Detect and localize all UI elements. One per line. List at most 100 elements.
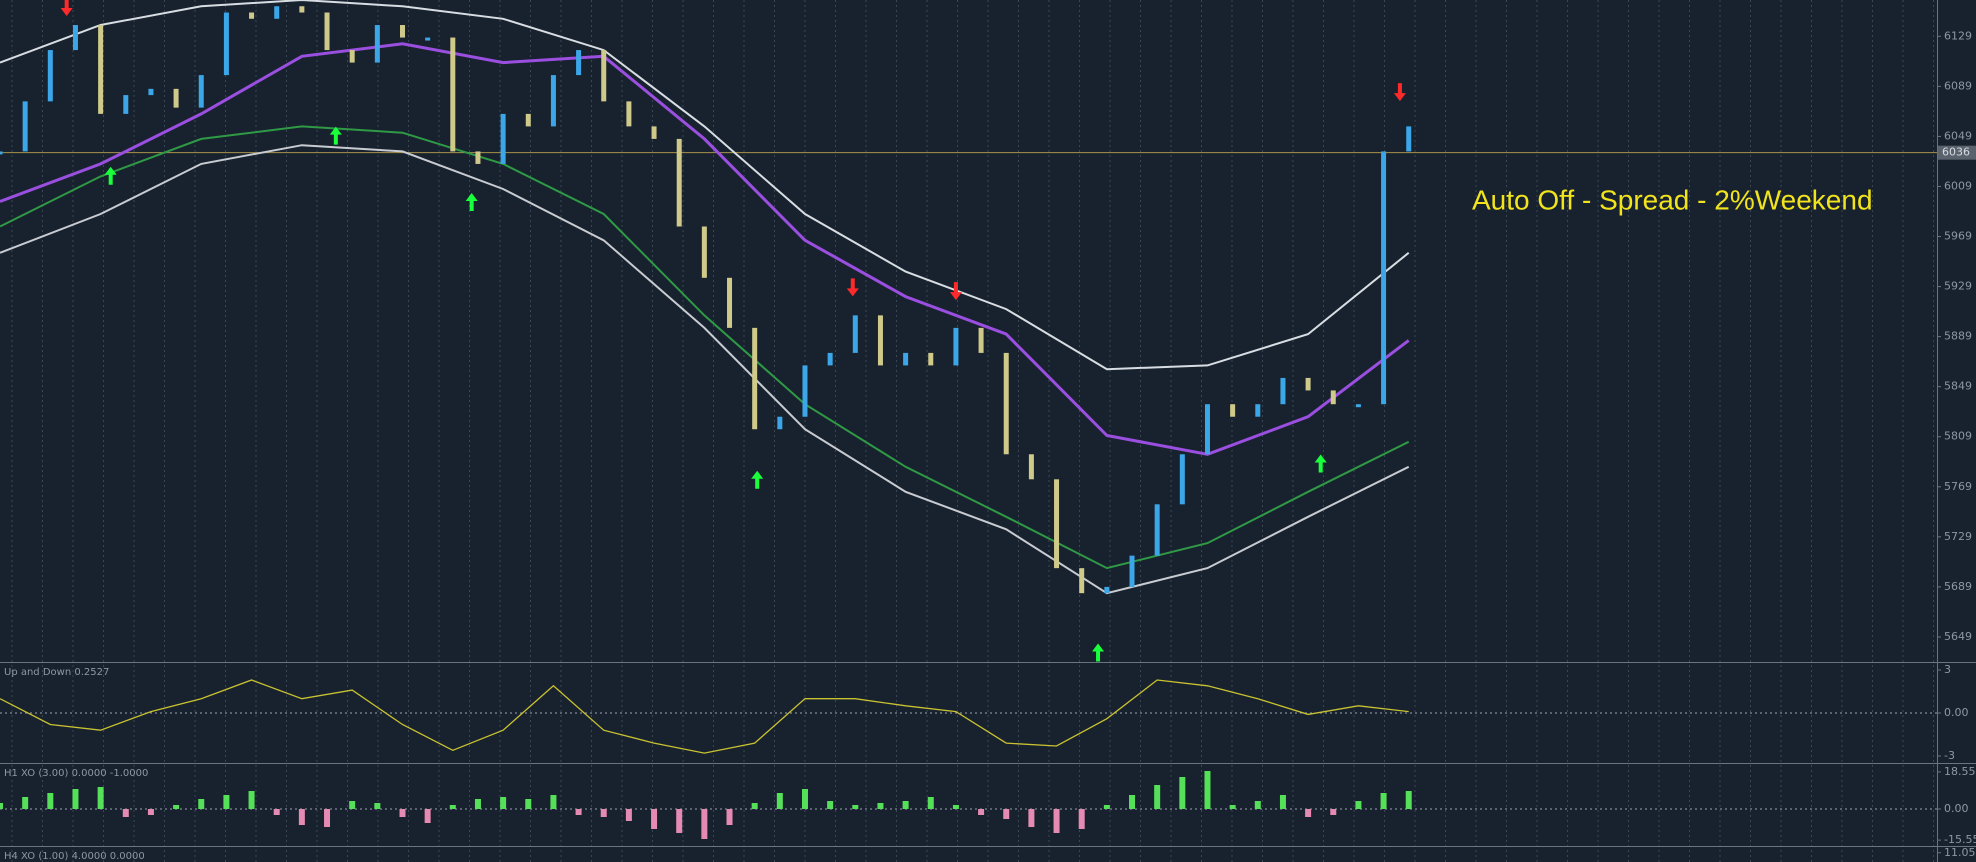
price-bar: [223, 12, 229, 76]
histogram-bar: [776, 793, 783, 809]
histogram-bar: [1154, 785, 1161, 809]
histogram-bar: [1405, 791, 1412, 809]
buy-arrow: [1314, 454, 1327, 473]
histogram-bar: [1078, 809, 1085, 829]
price-bar: [324, 12, 330, 51]
price-bar: [1129, 555, 1135, 587]
y-tick-label: 5849: [1944, 380, 1972, 393]
price-bar: [1028, 454, 1034, 480]
histogram-bar: [1305, 809, 1312, 817]
y-tick-label: 5689: [1944, 580, 1972, 593]
price-bar: [626, 101, 632, 127]
price-bar: [777, 416, 783, 430]
histogram-bar: [1204, 771, 1211, 809]
histogram-bar: [1103, 805, 1110, 809]
histogram-bar: [248, 791, 255, 809]
buy-arrow: [1092, 643, 1105, 662]
price-bar: [123, 95, 129, 114]
y-tick-label: -3: [1944, 749, 1955, 762]
histogram-bar: [676, 809, 683, 833]
price-bar: [676, 138, 682, 227]
y-tick-label: 6049: [1944, 129, 1972, 142]
price-bar: [903, 352, 909, 366]
price-bar: [576, 50, 582, 76]
histogram-bar: [902, 801, 909, 809]
histogram-bar: [324, 809, 331, 827]
y-tick-label: 6009: [1944, 179, 1972, 192]
price-bar: [1003, 352, 1009, 455]
histogram-bar: [273, 809, 280, 815]
panel-title: Up and Down 0.2527: [4, 667, 109, 678]
level-label-box: [1938, 145, 1976, 160]
price-bar: [274, 6, 280, 19]
price-bar: [349, 50, 355, 63]
y-tick-label: -15.55: [1944, 833, 1976, 846]
histogram-bar: [173, 805, 180, 809]
price-bar: [727, 277, 733, 328]
histogram-bar: [1330, 809, 1337, 815]
price-bar: [701, 226, 707, 278]
histogram-bar: [852, 805, 859, 809]
histogram-bar: [399, 809, 406, 817]
price-bar: [425, 37, 431, 41]
sell-arrow: [949, 282, 962, 301]
histogram-bar: [877, 803, 884, 809]
histogram-bar: [500, 797, 507, 809]
histogram-bar: [72, 789, 79, 809]
price-bar: [198, 75, 204, 108]
ma-line: [0, 42, 1410, 456]
histogram-bar: [1355, 801, 1362, 809]
price-bar: [978, 327, 984, 353]
buy-arrow: [751, 470, 764, 489]
price-bar: [827, 352, 833, 366]
price-bar: [72, 25, 78, 51]
price-bar: [22, 101, 28, 152]
y-tick-label: 5729: [1944, 530, 1972, 543]
price-bar: [752, 327, 758, 430]
histogram-bar: [1179, 777, 1186, 809]
price-bar: [1154, 504, 1160, 556]
price-bar: [374, 25, 380, 63]
price-bar: [1079, 568, 1085, 594]
sell-arrow: [846, 278, 859, 297]
price-bar: [1104, 586, 1110, 594]
histogram-bar: [1229, 805, 1236, 809]
annotation: Auto Off - Spread - 2%Weekend: [1472, 184, 1873, 215]
y-tick-label: 6129: [1944, 29, 1972, 42]
y-tick-label: 11.05: [1944, 846, 1976, 859]
histogram-bar: [0, 803, 3, 809]
price-bar: [802, 365, 808, 417]
price-bar: [953, 327, 959, 366]
histogram-bar: [1028, 809, 1035, 827]
histogram-bar: [525, 799, 532, 809]
histogram-bar: [374, 803, 381, 809]
histogram-bar: [1279, 795, 1286, 809]
price-bar: [1406, 126, 1412, 152]
ma-line: [0, 0, 1410, 371]
price-bar: [173, 88, 179, 108]
histogram-bar: [1380, 793, 1387, 809]
price-bar: [399, 25, 405, 38]
price-bar: [1204, 404, 1210, 455]
panel-title: H1 XO (3.00) 0.0000 -1.0000: [4, 768, 148, 779]
price-bar: [1305, 377, 1311, 391]
price-bar: [550, 75, 556, 127]
price-bar: [1255, 404, 1261, 417]
price-bar: [651, 126, 657, 139]
histogram-bar: [424, 809, 431, 823]
price-bar: [525, 113, 531, 127]
histogram-bar: [147, 809, 154, 815]
histogram-bar: [198, 799, 205, 809]
histogram-bar: [801, 789, 808, 809]
histogram-bar: [927, 797, 934, 809]
y-tick-label: 6089: [1944, 79, 1972, 92]
histogram-bar: [701, 809, 708, 839]
y-tick-label: 0.00: [1944, 802, 1969, 815]
price-bar: [0, 151, 3, 155]
y-tick-label: 3: [1944, 663, 1951, 676]
level-label: 6036: [1942, 146, 1970, 159]
price-bar: [1355, 404, 1361, 408]
price-bar: [249, 12, 255, 19]
